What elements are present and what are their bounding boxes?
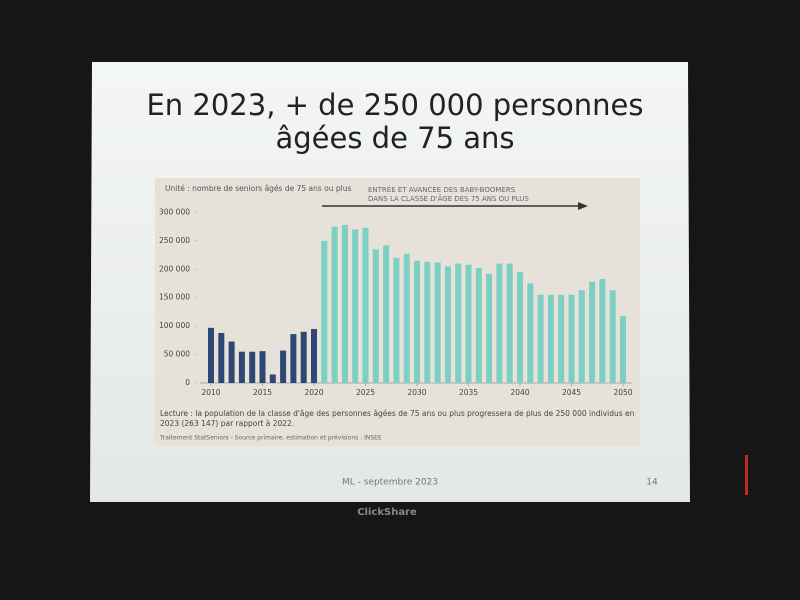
bar <box>475 268 482 383</box>
annotation: ENTRÉE ET AVANCÉE DES BABY-BOOMERS <box>368 185 516 194</box>
bar <box>403 253 410 383</box>
bar <box>434 262 441 383</box>
x-tick-label: 2020 <box>304 388 323 397</box>
y-tick-label: 250 000 <box>159 236 190 245</box>
y-tick-label: 200 000 <box>159 264 190 273</box>
bar <box>506 263 513 383</box>
bar <box>414 260 420 383</box>
slide-title: En 2023, + de 250 000 personnes <box>146 88 643 122</box>
bar <box>424 261 431 383</box>
bar <box>486 273 493 383</box>
bar <box>300 331 307 383</box>
bar <box>589 281 596 383</box>
y-tick-label: 50 000 <box>164 350 190 359</box>
bar <box>269 374 276 383</box>
bar <box>393 257 400 383</box>
bar <box>609 290 616 383</box>
bar <box>527 283 534 383</box>
bar <box>620 315 626 383</box>
caption: 2023 (263 147) par rapport à 2022. <box>160 419 294 428</box>
bar <box>444 266 451 383</box>
x-tick-label: 2035 <box>459 388 478 397</box>
x-tick-label: 2050 <box>613 388 632 397</box>
bar <box>372 249 379 383</box>
bar <box>465 264 472 383</box>
bar <box>537 294 544 383</box>
bar <box>341 224 348 383</box>
bar <box>362 227 369 383</box>
arrow-head <box>578 202 588 210</box>
bar <box>517 272 523 383</box>
source: Traitement StatSeniors - Source primaire… <box>159 435 382 442</box>
y-tick-label: 100 000 <box>159 321 190 330</box>
y-tick-label: 0 <box>185 378 190 387</box>
bar <box>547 294 554 383</box>
x-tick-label: 2040 <box>510 388 529 397</box>
bar <box>311 328 317 383</box>
bar <box>599 278 606 383</box>
y-tick-label: 300 000 <box>159 207 190 216</box>
bar <box>218 332 225 383</box>
bar <box>558 294 565 383</box>
bar <box>496 263 503 383</box>
slide-footer: ML - septembre 2023 <box>342 478 438 488</box>
bar <box>331 226 338 383</box>
bar <box>208 327 214 383</box>
indicator <box>745 455 748 495</box>
bar <box>280 350 287 383</box>
x-tick-label: 2025 <box>356 388 375 397</box>
x-tick-label: 2045 <box>562 388 581 397</box>
caption: Lecture : la population de la classe d'â… <box>160 409 635 418</box>
chart-subtitle: Unité : nombre de seniors âgés de 75 ans… <box>165 184 351 193</box>
x-tick-label: 2030 <box>407 388 426 397</box>
x-tick-label: 2010 <box>201 388 220 397</box>
bar <box>290 334 297 383</box>
bar <box>249 351 256 383</box>
slide-title: âgées de 75 ans <box>275 121 514 155</box>
x-tick-label: 2015 <box>253 388 272 397</box>
bar <box>321 240 328 383</box>
bar <box>352 229 359 383</box>
annotation: DANS LA CLASSE D'ÂGE DES 75 ANS OU PLUS <box>368 194 529 203</box>
page-number: 14 <box>646 478 658 488</box>
bar <box>259 351 266 383</box>
device-label: ClickShare <box>357 507 417 518</box>
bar <box>455 263 462 383</box>
bar <box>228 341 235 383</box>
bar <box>383 245 390 383</box>
bar <box>238 351 245 383</box>
y-tick-label: 150 000 <box>159 293 190 302</box>
bar <box>578 290 585 383</box>
bar <box>568 294 575 383</box>
